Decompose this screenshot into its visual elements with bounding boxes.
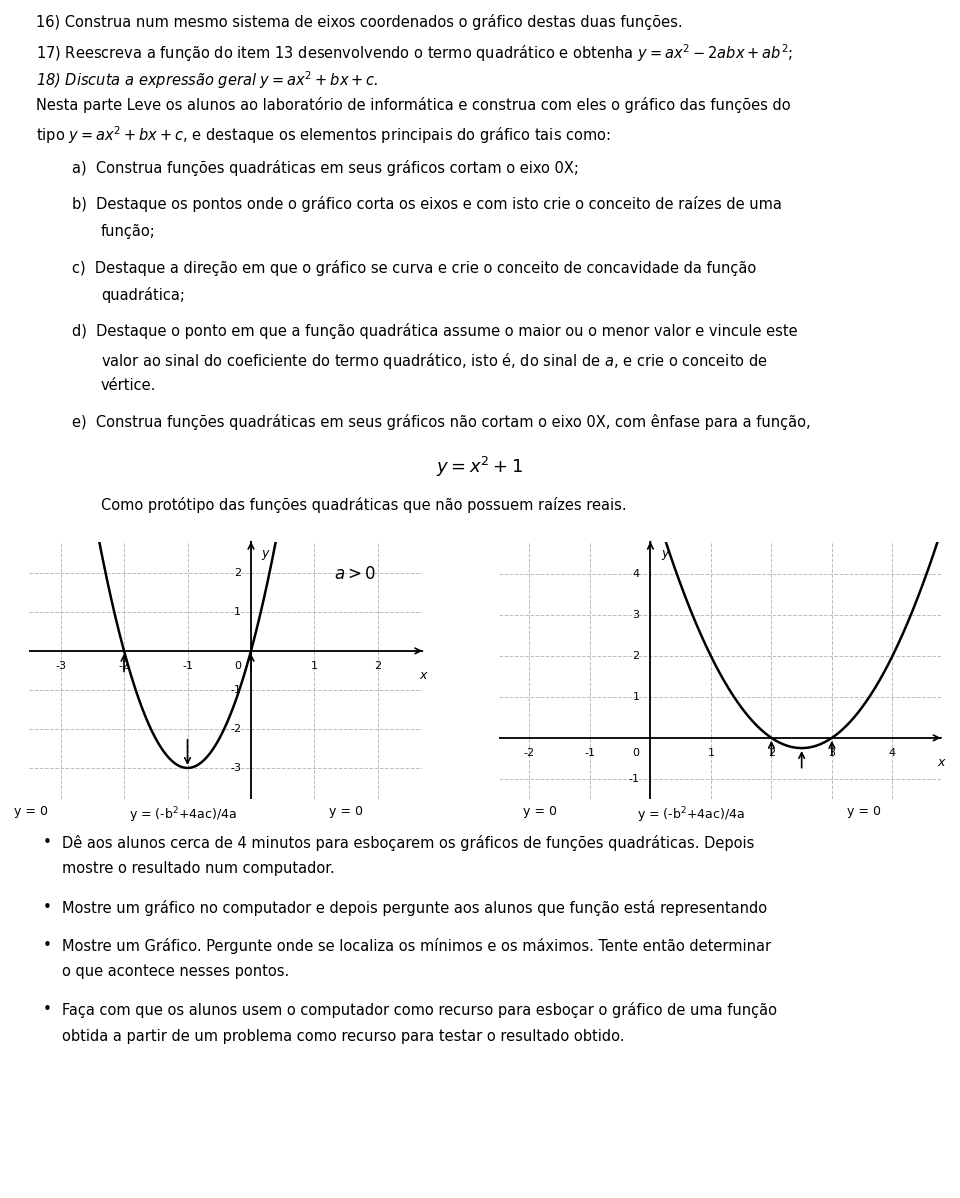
Text: •: • bbox=[43, 938, 52, 952]
Text: -3: -3 bbox=[55, 661, 66, 671]
Text: y: y bbox=[261, 546, 268, 559]
Text: -1: -1 bbox=[230, 685, 241, 695]
Text: valor ao sinal do coeficiente do termo quadrático, isto é, do sinal de $a$, e cr: valor ao sinal do coeficiente do termo q… bbox=[101, 351, 768, 370]
Text: y = (-b$^2$+4ac)/4a: y = (-b$^2$+4ac)/4a bbox=[637, 805, 745, 824]
Text: •: • bbox=[43, 1003, 52, 1017]
Text: 1: 1 bbox=[708, 749, 714, 758]
Text: -1: -1 bbox=[629, 774, 639, 783]
Text: 1: 1 bbox=[633, 692, 639, 702]
Text: Mostre um gráfico no computador e depois pergunte aos alunos que função está rep: Mostre um gráfico no computador e depois… bbox=[62, 900, 768, 915]
Text: -1: -1 bbox=[585, 749, 595, 758]
Text: $y = x^2 + 1$: $y = x^2 + 1$ bbox=[437, 455, 523, 479]
Text: função;: função; bbox=[101, 224, 156, 238]
Text: •: • bbox=[43, 835, 52, 851]
Text: 4: 4 bbox=[633, 569, 639, 580]
Text: 18) Discuta a expressão geral $y = ax^2+ bx +c$.: 18) Discuta a expressão geral $y = ax^2+… bbox=[36, 69, 379, 91]
Text: obtida a partir de um problema como recurso para testar o resultado obtido.: obtida a partir de um problema como recu… bbox=[62, 1029, 625, 1043]
Text: -2: -2 bbox=[524, 749, 535, 758]
Text: 3: 3 bbox=[633, 610, 639, 621]
Text: Como protótipo das funções quadráticas que não possuem raízes reais.: Como protótipo das funções quadráticas q… bbox=[101, 497, 627, 513]
Text: 2: 2 bbox=[234, 568, 241, 577]
Text: Dê aos alunos cerca de 4 minutos para esboçarem os gráficos de funções quadrátic: Dê aos alunos cerca de 4 minutos para es… bbox=[62, 835, 755, 851]
Text: a)  Construa funções quadráticas em seus gráficos cortam o eixo 0X;: a) Construa funções quadráticas em seus … bbox=[72, 161, 579, 176]
Text: 1: 1 bbox=[311, 661, 318, 671]
Text: c)  Destaque a direção em que o gráfico se curva e crie o conceito de concavidad: c) Destaque a direção em que o gráfico s… bbox=[72, 260, 756, 276]
Text: •: • bbox=[43, 900, 52, 914]
Text: -2: -2 bbox=[118, 661, 130, 671]
Text: 16) Construa num mesmo sistema de eixos coordenados o gráfico destas duas funçõe: 16) Construa num mesmo sistema de eixos … bbox=[36, 14, 684, 30]
Text: -2: -2 bbox=[230, 724, 241, 734]
Text: 3: 3 bbox=[828, 749, 835, 758]
Text: Faça com que os alunos usem o computador como recurso para esboçar o gráfico de : Faça com que os alunos usem o computador… bbox=[62, 1003, 778, 1018]
Text: y = 0: y = 0 bbox=[328, 805, 363, 818]
Text: y = 0: y = 0 bbox=[847, 805, 881, 818]
Text: vértice.: vértice. bbox=[101, 379, 156, 393]
Text: d)  Destaque o ponto em que a função quadrática assume o maior ou o menor valor : d) Destaque o ponto em que a função quad… bbox=[72, 323, 798, 339]
Text: y = 0: y = 0 bbox=[14, 805, 48, 818]
Text: Nesta parte Leve os alunos ao laboratório de informática e construa com eles o g: Nesta parte Leve os alunos ao laboratóri… bbox=[36, 97, 791, 113]
Text: o que acontece nesses pontos.: o que acontece nesses pontos. bbox=[62, 964, 290, 979]
Text: y = 0: y = 0 bbox=[523, 805, 557, 818]
Text: b)  Destaque os pontos onde o gráfico corta os eixos e com isto crie o conceito : b) Destaque os pontos onde o gráfico cor… bbox=[72, 196, 781, 212]
Text: 4: 4 bbox=[889, 749, 896, 758]
Text: 2: 2 bbox=[633, 651, 639, 661]
Text: e)  Construa funções quadráticas em seus gráficos não cortam o eixo 0X, com ênfa: e) Construa funções quadráticas em seus … bbox=[72, 415, 810, 430]
Text: 17) Reescreva a função do item 13 desenvolvendo o termo quadrático e obtenha $y : 17) Reescreva a função do item 13 desenv… bbox=[36, 42, 794, 63]
Text: y: y bbox=[661, 546, 669, 559]
Text: mostre o resultado num computador.: mostre o resultado num computador. bbox=[62, 861, 335, 876]
Text: x: x bbox=[938, 756, 946, 769]
Text: $a > 0$: $a > 0$ bbox=[333, 565, 375, 583]
Text: tipo $y = ax^2+ bx +c$, e destaque os elementos principais do gráfico tais como:: tipo $y = ax^2+ bx +c$, e destaque os el… bbox=[36, 125, 612, 146]
Text: 1: 1 bbox=[234, 607, 241, 617]
Text: Mostre um Gráfico. Pergunte onde se localiza os mínimos e os máximos. Tente entã: Mostre um Gráfico. Pergunte onde se loca… bbox=[62, 938, 772, 954]
Text: 2: 2 bbox=[374, 661, 381, 671]
Text: quadrática;: quadrática; bbox=[101, 288, 184, 303]
Text: -3: -3 bbox=[230, 763, 241, 773]
Text: x: x bbox=[420, 668, 426, 682]
Text: 0: 0 bbox=[234, 661, 241, 671]
Text: 0: 0 bbox=[633, 749, 639, 758]
Text: y = (-b$^2$+4ac)/4a: y = (-b$^2$+4ac)/4a bbox=[129, 805, 236, 824]
Text: -1: -1 bbox=[182, 661, 193, 671]
Text: 2: 2 bbox=[768, 749, 775, 758]
